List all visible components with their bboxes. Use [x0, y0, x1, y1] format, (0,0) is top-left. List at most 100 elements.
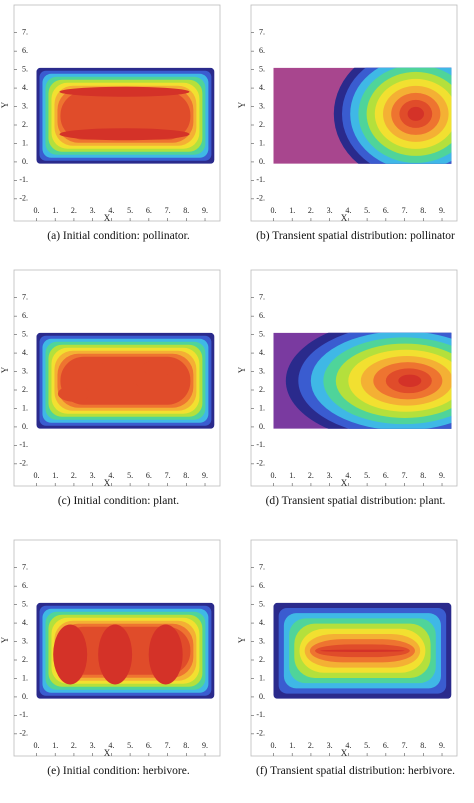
contour-band [57, 385, 90, 402]
y-tick-label: 5. [259, 599, 265, 608]
figure-panel: 0. 1. 2. 3. 4. 5. 6. 7. 8. 9. -2. -1. 0. 1. 2. 3. 4. 5. 6.… [237, 268, 474, 509]
x-axis-label: X [341, 748, 348, 758]
x-tick-label: 0. [33, 471, 39, 480]
x-axis-label: X [341, 213, 348, 223]
x-tick-label: 8. [420, 471, 426, 480]
x-tick-label: 0. [270, 206, 276, 215]
y-tick-label: 3. [259, 101, 265, 110]
y-tick-label: -2. [256, 729, 265, 738]
y-tick-label: 0. [22, 157, 28, 166]
figure-panel: 0. 1. 2. 3. 4. 5. 6. 7. 8. 9. -2. -1. 0. 1. 2. 3. 4. 5. 6.… [0, 3, 237, 244]
x-tick-label: 6. [383, 206, 389, 215]
contour-band [320, 649, 405, 652]
y-tick-label: 6. [22, 46, 28, 55]
y-tick-label: -2. [19, 194, 28, 203]
y-tick-label: 2. [22, 385, 28, 394]
contour-band [98, 624, 133, 685]
y-tick-label: 0. [259, 692, 265, 701]
y-tick-label: 5. [22, 599, 28, 608]
x-tick-label: 3. [90, 471, 96, 480]
x-tick-label: 7. [165, 741, 171, 750]
x-tick-label: 0. [270, 741, 276, 750]
x-tick-label: 3. [90, 741, 96, 750]
x-tick-label: 0. [270, 471, 276, 480]
y-tick-label: -1. [19, 175, 28, 184]
y-axis-label: Y [0, 366, 10, 373]
y-tick-label: 4. [259, 618, 265, 627]
figure-panel: 0. 1. 2. 3. 4. 5. 6. 7. 8. 9. -2. -1. 0. 1. 2. 3. 4. 5. 6.… [237, 3, 474, 244]
figure-panel: 0. 1. 2. 3. 4. 5. 6. 7. 8. 9. -2. -1. 0. 1. 2. 3. 4. 5. 6.… [237, 538, 474, 779]
y-axis-label: Y [237, 101, 247, 108]
y-tick-label: -1. [19, 440, 28, 449]
contour-band [148, 624, 183, 685]
x-tick-label: 8. [183, 206, 189, 215]
contour-band [108, 382, 141, 398]
y-tick-label: -2. [256, 194, 265, 203]
y-tick-label: 7. [259, 293, 265, 302]
x-tick-label: 9. [202, 741, 208, 750]
x-tick-label: 7. [402, 741, 408, 750]
x-tick-label: 1. [289, 206, 295, 215]
x-tick-label: 2. [308, 471, 314, 480]
y-axis-label: Y [237, 366, 247, 373]
x-tick-label: 4. [345, 741, 351, 750]
x-tick-label: 8. [183, 471, 189, 480]
y-tick-label: 6. [259, 46, 265, 55]
x-tick-label: 7. [402, 471, 408, 480]
y-tick-label: 1. [259, 138, 265, 147]
x-tick-label: 5. [364, 471, 370, 480]
y-tick-label: 6. [259, 581, 265, 590]
x-tick-label: 4. [108, 741, 114, 750]
contour-field [273, 602, 452, 699]
contour-field [36, 332, 215, 429]
contour-plot: 0. 1. 2. 3. 4. 5. 6. 7. 8. 9. -2. -1. 0. 1. 2. 3. 4. 5. 6.… [0, 4, 221, 223]
y-axis-label: Y [0, 636, 10, 643]
caption: (f) Transient spatial distribution: herb… [256, 765, 455, 777]
y-axis-label: Y [237, 636, 247, 643]
y-tick-label: 0. [22, 692, 28, 701]
x-tick-label: 9. [202, 471, 208, 480]
y-tick-label: 2. [22, 120, 28, 129]
x-tick-label: 2. [71, 206, 77, 215]
y-tick-label: 0. [259, 157, 265, 166]
x-tick-label: 7. [165, 206, 171, 215]
x-tick-label: 5. [364, 741, 370, 750]
x-tick-label: 8. [420, 206, 426, 215]
x-tick-label: 1. [289, 471, 295, 480]
y-tick-label: 6. [22, 581, 28, 590]
x-tick-label: 3. [90, 206, 96, 215]
x-tick-label: 1. [52, 206, 58, 215]
x-tick-label: 9. [439, 741, 445, 750]
x-tick-label: 4. [108, 206, 114, 215]
y-tick-label: 5. [259, 64, 265, 73]
y-tick-label: -1. [256, 710, 265, 719]
x-tick-label: 0. [33, 206, 39, 215]
y-tick-label: 5. [22, 329, 28, 338]
x-tick-label: 5. [127, 206, 133, 215]
caption: (b) Transient spatial distribution: poll… [256, 230, 455, 242]
contour-field [36, 67, 215, 164]
x-axis-label: X [104, 748, 111, 758]
contour-band [407, 106, 424, 121]
x-tick-label: 4. [345, 206, 351, 215]
x-tick-label: 5. [127, 741, 133, 750]
x-axis-label: X [104, 478, 111, 488]
x-tick-label: 1. [52, 471, 58, 480]
y-tick-label: 3. [22, 636, 28, 645]
x-tick-label: 2. [308, 206, 314, 215]
x-tick-label: 1. [289, 741, 295, 750]
contour-field [273, 332, 452, 429]
x-tick-label: 9. [202, 206, 208, 215]
contour-plot: 0. 1. 2. 3. 4. 5. 6. 7. 8. 9. -2. -1. 0. 1. 2. 3. 4. 5. 6.… [237, 4, 458, 223]
y-tick-label: 5. [259, 329, 265, 338]
y-tick-label: 3. [259, 636, 265, 645]
y-tick-label: 3. [22, 366, 28, 375]
y-tick-label: 2. [259, 120, 265, 129]
x-tick-label: 6. [383, 471, 389, 480]
y-tick-label: 6. [259, 311, 265, 320]
contour-band [60, 91, 191, 140]
x-tick-label: 8. [420, 741, 426, 750]
x-tick-label: 1. [52, 741, 58, 750]
x-tick-label: 2. [71, 741, 77, 750]
